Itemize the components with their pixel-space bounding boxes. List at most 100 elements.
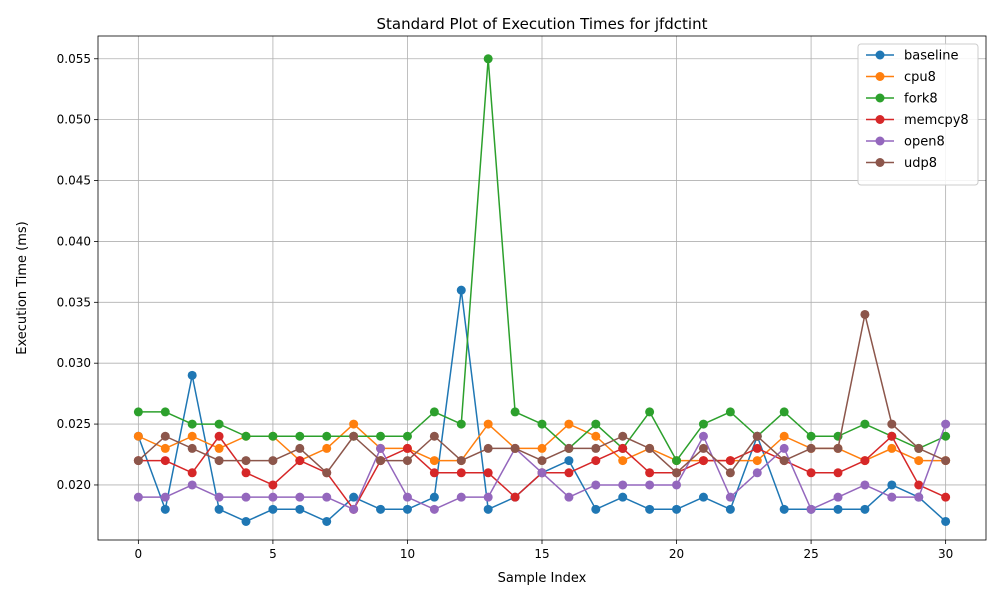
data-point-fork8 (591, 419, 601, 429)
data-point-open8 (537, 468, 547, 478)
data-point-open8 (887, 492, 897, 502)
data-point-open8 (725, 492, 735, 502)
data-point-fork8 (402, 431, 412, 441)
data-point-open8 (160, 492, 170, 502)
data-point-cpu8 (133, 431, 143, 441)
data-point-udp8 (483, 443, 493, 453)
legend-marker (875, 115, 885, 124)
legend-entry-udp8: udp8 (866, 156, 937, 171)
data-point-memcpy8 (698, 456, 708, 466)
data-point-udp8 (322, 468, 332, 478)
data-point-open8 (618, 480, 628, 490)
data-point-baseline (672, 504, 682, 514)
y-tick-label: 0.055 (57, 52, 91, 66)
data-point-udp8 (806, 443, 816, 453)
legend-label: fork8 (904, 92, 938, 107)
data-point-baseline (349, 492, 359, 502)
data-point-cpu8 (914, 456, 924, 466)
data-point-cpu8 (429, 456, 439, 466)
data-point-open8 (268, 492, 278, 502)
data-point-open8 (187, 480, 197, 490)
data-point-baseline (429, 492, 439, 502)
y-tick-label: 0.020 (57, 478, 91, 492)
data-point-fork8 (483, 54, 493, 64)
data-point-udp8 (725, 468, 735, 478)
data-point-memcpy8 (429, 468, 439, 478)
data-point-udp8 (779, 456, 789, 466)
data-point-open8 (429, 504, 439, 514)
data-point-fork8 (510, 407, 520, 417)
data-point-udp8 (833, 443, 843, 453)
data-point-open8 (672, 480, 682, 490)
legend-label: memcpy8 (904, 113, 969, 128)
data-point-baseline (725, 504, 735, 514)
data-point-udp8 (752, 431, 762, 441)
y-tick-label: 0.050 (57, 113, 91, 127)
data-point-open8 (645, 480, 655, 490)
data-point-open8 (806, 504, 816, 514)
data-point-baseline (887, 480, 897, 490)
data-point-open8 (402, 492, 412, 502)
data-point-fork8 (376, 431, 386, 441)
legend-marker (875, 72, 885, 81)
x-tick-label: 25 (803, 547, 818, 561)
data-point-fork8 (725, 407, 735, 417)
data-point-baseline (698, 492, 708, 502)
data-point-baseline (402, 504, 412, 514)
data-point-udp8 (349, 431, 359, 441)
data-point-udp8 (268, 456, 278, 466)
data-point-udp8 (537, 456, 547, 466)
data-point-udp8 (187, 443, 197, 453)
data-point-memcpy8 (833, 468, 843, 478)
data-point-memcpy8 (645, 468, 655, 478)
data-point-baseline (160, 504, 170, 514)
data-point-baseline (322, 516, 332, 526)
data-point-open8 (295, 492, 305, 502)
data-point-udp8 (887, 419, 897, 429)
data-point-open8 (591, 480, 601, 490)
data-point-cpu8 (537, 443, 547, 453)
data-point-fork8 (295, 431, 305, 441)
legend-marker (875, 136, 885, 146)
data-point-cpu8 (564, 419, 574, 429)
data-point-baseline (241, 516, 251, 526)
legend-label: cpu8 (904, 70, 936, 85)
data-point-udp8 (941, 456, 951, 466)
data-point-memcpy8 (214, 431, 224, 441)
data-point-memcpy8 (941, 492, 951, 502)
data-point-open8 (133, 492, 143, 502)
grid (98, 36, 986, 540)
data-point-memcpy8 (860, 456, 870, 466)
x-tick-label: 0 (135, 547, 143, 561)
chart-title: Standard Plot of Execution Times for jfd… (377, 15, 708, 33)
data-point-open8 (483, 492, 493, 502)
data-point-fork8 (537, 419, 547, 429)
data-point-fork8 (429, 407, 439, 417)
data-point-udp8 (645, 443, 655, 453)
data-point-memcpy8 (402, 443, 412, 453)
data-point-udp8 (160, 431, 170, 441)
data-point-memcpy8 (725, 456, 735, 466)
data-point-udp8 (672, 468, 682, 478)
x-tick-label: 30 (938, 547, 953, 561)
data-point-baseline (456, 285, 466, 295)
data-point-open8 (779, 443, 789, 453)
series-open8 (133, 419, 951, 514)
data-point-baseline (779, 504, 789, 514)
data-point-open8 (833, 492, 843, 502)
ticks: 0 5 10 15 20 25 30 0.020 0.025 0.030 0.035 0.040 0.0… (57, 52, 954, 561)
data-point-memcpy8 (241, 468, 251, 478)
data-point-udp8 (429, 431, 439, 441)
data-point-baseline (268, 504, 278, 514)
data-point-memcpy8 (510, 492, 520, 502)
data-point-fork8 (860, 419, 870, 429)
data-point-baseline (295, 504, 305, 514)
data-point-cpu8 (752, 456, 762, 466)
data-point-udp8 (133, 456, 143, 466)
x-tick-label: 5 (269, 547, 277, 561)
data-point-cpu8 (322, 443, 332, 453)
legend-entry-memcpy8: memcpy8 (866, 113, 969, 128)
data-point-baseline (214, 504, 224, 514)
